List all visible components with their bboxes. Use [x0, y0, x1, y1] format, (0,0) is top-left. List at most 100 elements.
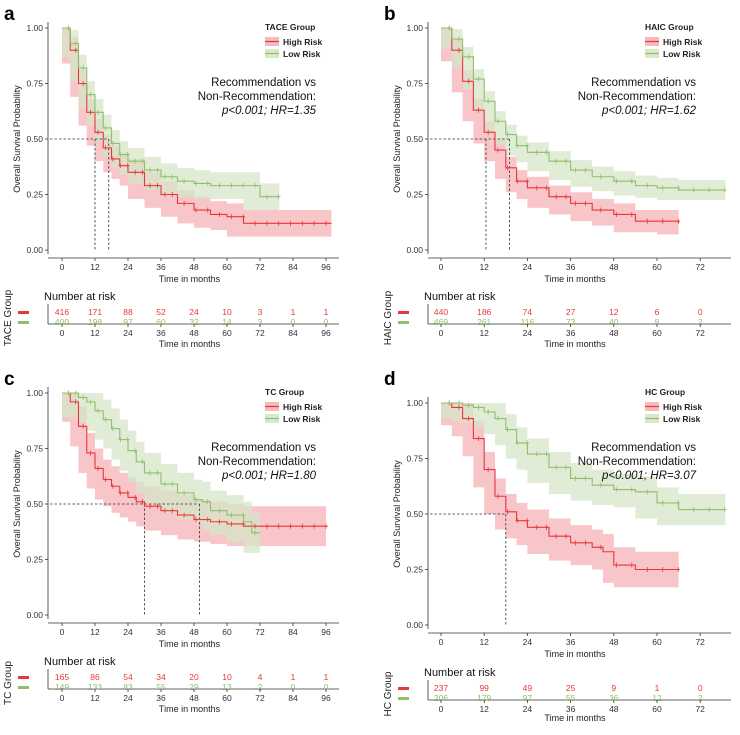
low-risk-censor-mark: [193, 180, 198, 186]
high-risk-censor-mark: [614, 562, 619, 568]
risk-table-tick-label: 60: [222, 693, 232, 703]
risk-table-tick-label: 48: [609, 328, 619, 338]
low-risk-censor-mark: [241, 512, 246, 518]
high-risk-censor-mark: [534, 185, 539, 191]
high-risk-censor-mark: [583, 200, 588, 206]
risk-count-high: 1: [655, 683, 660, 693]
low-risk-censor-mark: [88, 399, 93, 405]
low-risk-censor-mark: [96, 109, 101, 115]
high-risk-censor-mark: [300, 523, 305, 529]
high-risk-censor-mark: [118, 490, 123, 496]
risk-count-low: 133: [88, 682, 102, 692]
risk-count-low: 116: [521, 317, 535, 327]
low-risk-censor-mark: [554, 158, 559, 164]
risk-table-tick-label: 72: [695, 704, 705, 714]
y-tick-label: 0.00: [26, 245, 43, 255]
high-risk-censor-mark: [148, 183, 152, 189]
low-risk-censor-mark: [515, 440, 520, 446]
x-tick-label: 48: [189, 262, 199, 272]
risk-table-high-swatch: [18, 676, 29, 679]
x-tick-label: 12: [90, 627, 100, 637]
low-risk-ci-band: [441, 403, 726, 526]
high-risk-censor-mark: [96, 465, 101, 471]
risk-count-low: 55: [156, 682, 166, 692]
high-risk-censor-mark: [229, 521, 234, 527]
low-risk-censor-mark: [525, 440, 530, 446]
y-tick-label: 0.50: [406, 134, 423, 144]
high-risk-censor-mark: [614, 211, 619, 217]
high-risk-censor-mark: [466, 78, 471, 84]
risk-count-low: 0: [291, 317, 296, 327]
x-tick-label: 0: [439, 262, 444, 272]
low-risk-censor-mark: [534, 149, 539, 155]
x-tick-label: 60: [222, 627, 232, 637]
low-risk-censor-mark: [125, 152, 130, 158]
high-risk-censor-mark: [155, 183, 160, 189]
x-tick-label: 72: [255, 627, 265, 637]
high-risk-censor-mark: [140, 169, 145, 175]
high-risk-censor-mark: [288, 220, 293, 226]
low-risk-censor-mark: [264, 194, 269, 200]
high-risk-censor-mark: [573, 200, 578, 206]
high-risk-censor-mark: [515, 178, 520, 184]
risk-count-low: 97: [123, 317, 133, 327]
risk-table-x-label: Time in months: [159, 339, 221, 349]
risk-table-group-label: HAIC Group: [383, 290, 394, 345]
risk-count-high: 4: [258, 672, 263, 682]
y-tick-label: 0.50: [26, 134, 43, 144]
low-risk-censor-mark: [722, 187, 727, 193]
y-axis-label: Overall Survival Probability: [12, 85, 22, 193]
high-risk-censor-mark: [170, 508, 175, 514]
high-risk-censor-mark: [276, 220, 281, 226]
high-risk-censor-mark: [554, 194, 559, 200]
high-risk-censor-mark: [125, 490, 130, 496]
panel-letter: c: [4, 369, 15, 390]
recommendation-line1: Recommendation vs: [211, 77, 316, 89]
low-risk-censor-mark: [217, 508, 222, 514]
low-risk-censor-mark: [629, 487, 634, 493]
low-risk-censor-mark: [573, 475, 578, 481]
low-risk-censor-mark: [253, 530, 258, 536]
y-tick-label: 0.50: [406, 509, 423, 519]
low-risk-censor-mark: [133, 448, 138, 454]
high-risk-censor-mark: [505, 165, 510, 171]
high-risk-censor-mark: [96, 129, 101, 135]
low-risk-censor-mark: [614, 178, 619, 184]
risk-table-title: Number at risk: [424, 291, 496, 303]
low-risk-censor-mark: [691, 187, 696, 193]
low-risk-censor-mark: [73, 41, 78, 47]
x-tick-label: 96: [321, 262, 331, 272]
x-tick-label: 48: [609, 262, 619, 272]
high-risk-censor-mark: [182, 200, 187, 206]
y-tick-label: 0.75: [406, 454, 423, 464]
high-risk-censor-mark: [193, 207, 198, 213]
low-risk-censor-mark: [276, 194, 281, 200]
risk-count-low: 12: [652, 693, 662, 703]
y-tick-label: 0.25: [26, 190, 43, 200]
high-risk-ci-band: [62, 393, 326, 547]
risk-table-tick-label: 72: [255, 693, 265, 703]
low-risk-censor-mark: [660, 185, 665, 191]
risk-count-high: 74: [523, 307, 533, 317]
low-risk-censor-mark: [193, 497, 198, 503]
low-risk-censor-mark: [155, 470, 160, 476]
risk-table-high-swatch: [398, 311, 409, 314]
high-risk-censor-mark: [598, 544, 603, 550]
y-axis-label: Overall Survival Probability: [392, 460, 402, 568]
low-risk-censor-mark: [583, 475, 588, 481]
high-risk-censor-mark: [193, 517, 198, 523]
risk-count-high: 10: [222, 672, 232, 682]
high-risk-censor-mark: [110, 156, 115, 162]
y-tick-label: 0.75: [26, 444, 43, 454]
low-risk-survival-curve: [62, 27, 280, 198]
panel-letter: b: [384, 4, 396, 25]
high-risk-censor-mark: [534, 524, 539, 530]
low-risk-censor-mark: [614, 487, 619, 493]
risk-count-low: 206: [434, 693, 448, 703]
low-risk-censor-mark: [676, 500, 681, 506]
low-risk-censor-mark: [691, 507, 696, 513]
low-risk-censor-mark: [486, 98, 491, 104]
risk-count-high: 34: [156, 672, 166, 682]
stats-text: p<0.001; HR=1.62: [601, 105, 697, 117]
